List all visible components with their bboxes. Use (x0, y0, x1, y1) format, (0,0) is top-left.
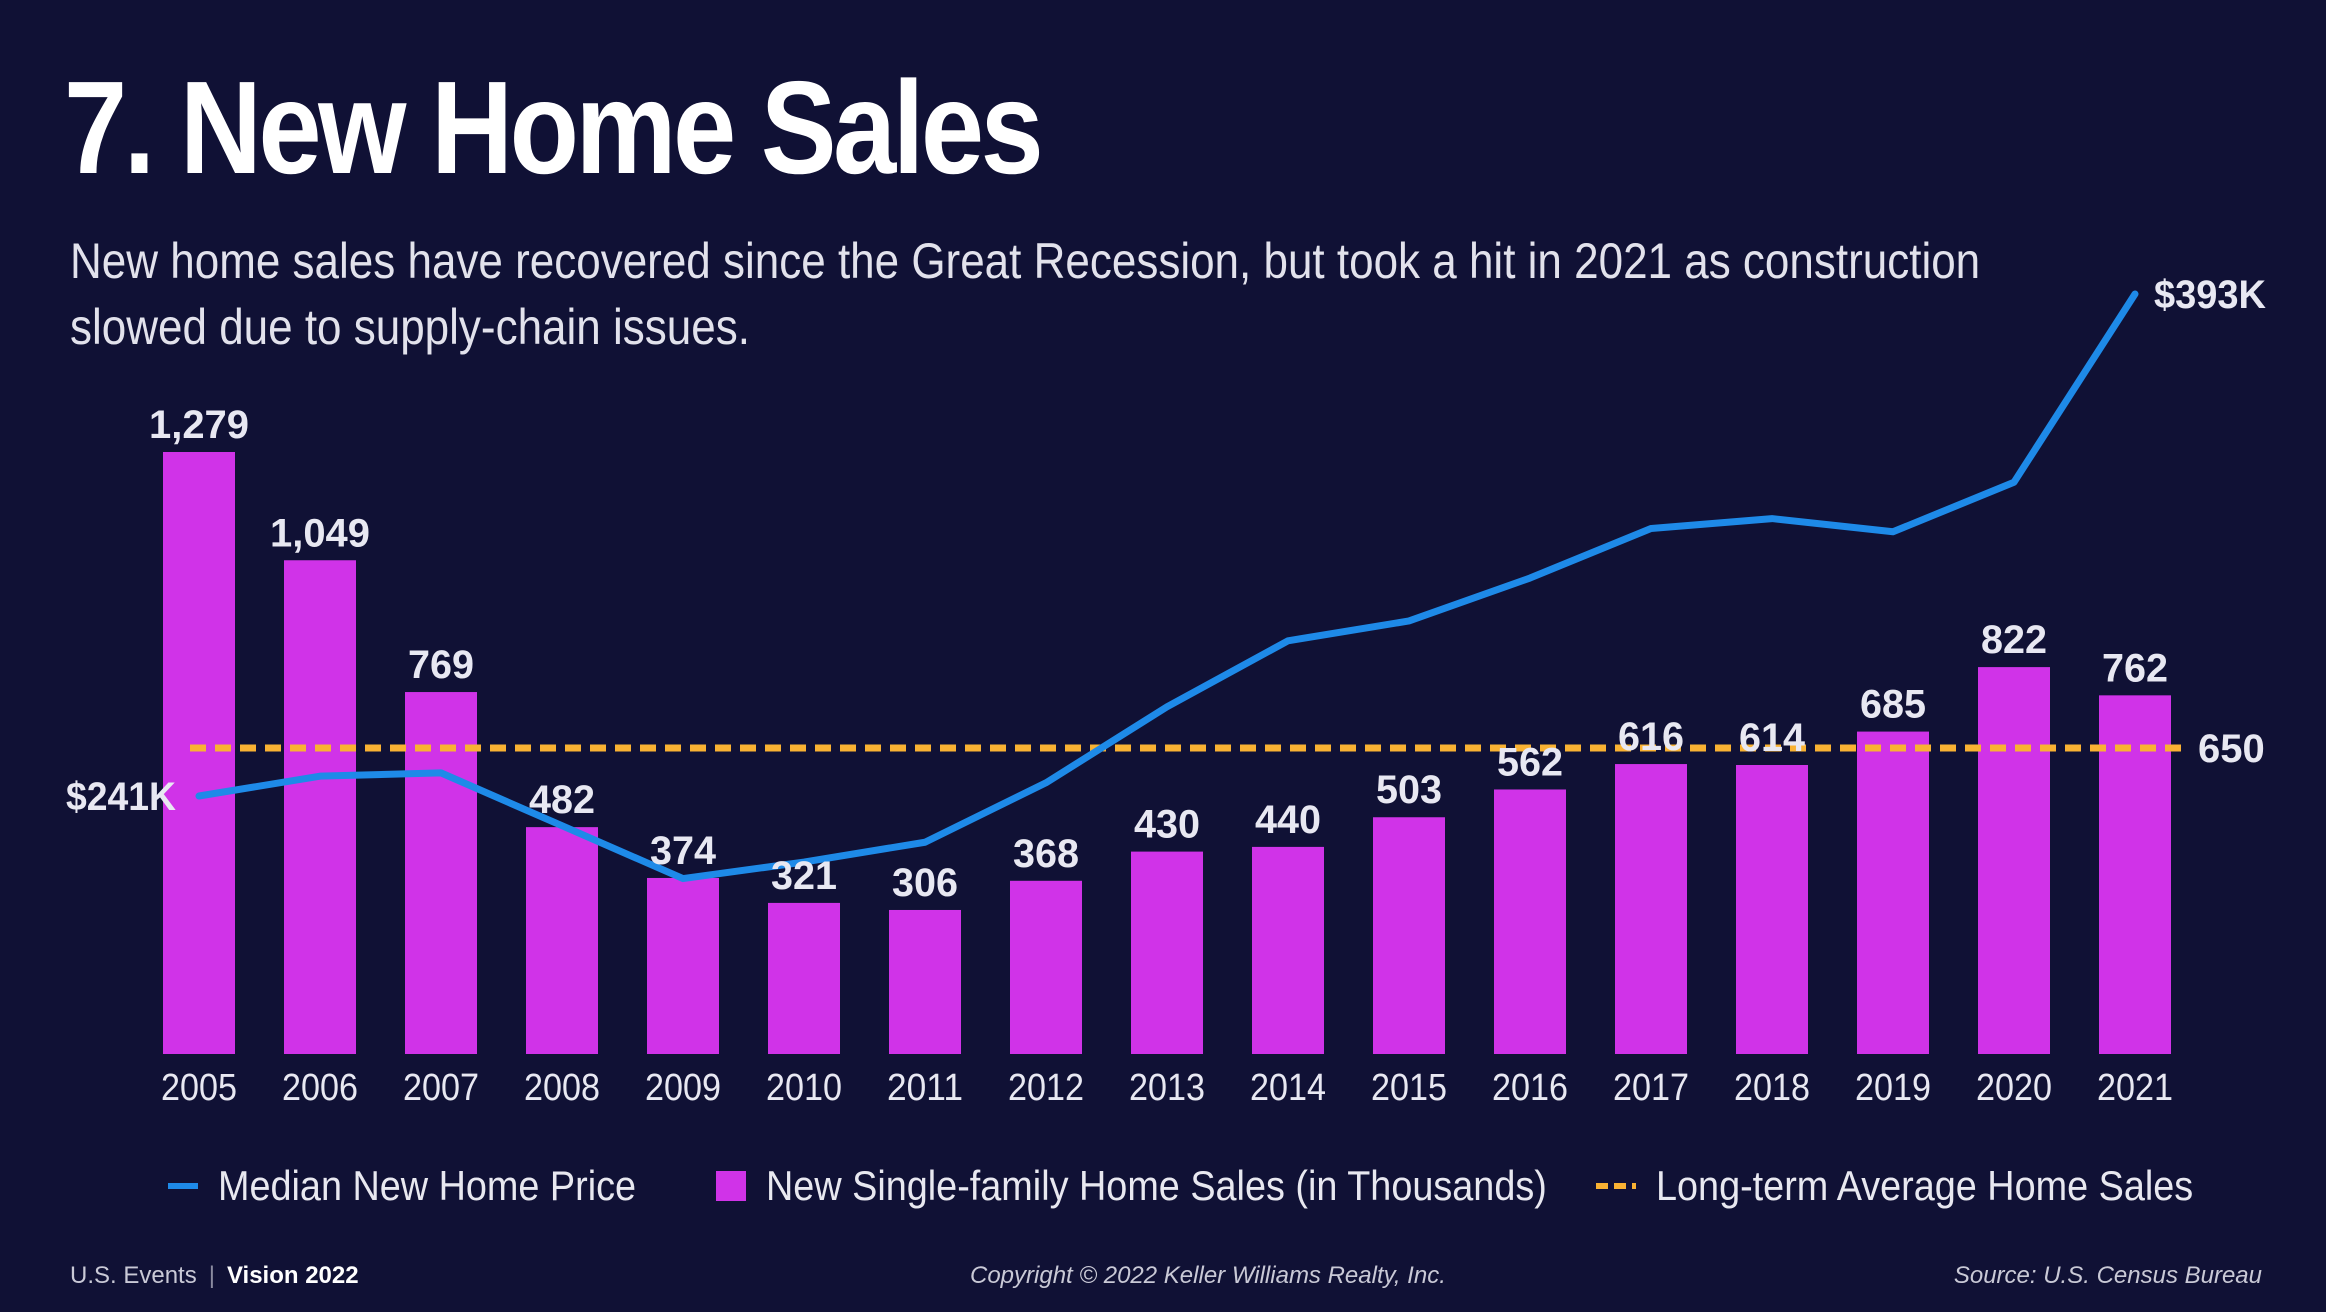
average-reference-label: 650 (2198, 727, 2265, 771)
bar-2012 (1010, 880, 1082, 1054)
bar-2015 (1373, 817, 1445, 1054)
bar-2006 (284, 560, 356, 1054)
footer-copyright: Copyright © 2022 Keller Williams Realty,… (970, 1262, 1446, 1289)
bar-value-label-2015: 503 (1376, 768, 1442, 812)
price-end-label: $393K (2154, 273, 2266, 317)
bar-2020 (1978, 667, 2050, 1054)
bar-value-label-2011: 306 (892, 861, 958, 905)
bar-value-label-2018: 614 (1739, 716, 1806, 760)
bar-2021 (2099, 695, 2171, 1054)
labels-layer: 1,279 2005 1,049 2006 769 2007 482 2008 374 2009 3… (66, 273, 2266, 1109)
bar-value-label-2007: 769 (408, 643, 474, 687)
bar-value-label-2019: 685 (1860, 683, 1926, 727)
median-price-line (195, 290, 2139, 883)
bar-value-label-2009: 374 (650, 829, 717, 873)
chart-legend: Median New Home Price New Single-family … (0, 1162, 2326, 1216)
legend-label-price: Median New Home Price (218, 1162, 637, 1209)
footer-org: U.S. Events (70, 1262, 197, 1289)
bar-value-label-2010: 321 (771, 854, 837, 898)
bar-value-label-2016: 562 (1497, 740, 1563, 784)
bar-2007 (405, 692, 477, 1054)
bar-2016 (1494, 789, 1566, 1054)
x-tick-label-2017: 2017 (1613, 1067, 1689, 1109)
bar-value-label-2014: 440 (1255, 798, 1321, 842)
bar-2018 (1736, 765, 1808, 1054)
x-tick-label-2014: 2014 (1250, 1067, 1326, 1109)
legend-dash-swatch (1596, 1183, 1636, 1189)
bar-value-label-2008: 482 (529, 778, 595, 822)
x-tick-label-2013: 2013 (1129, 1067, 1205, 1109)
x-tick-label-2015: 2015 (1371, 1067, 1447, 1109)
bar-value-label-2021: 762 (2102, 646, 2168, 690)
legend-item-sales: New Single-family Home Sales (in Thousan… (716, 1162, 1634, 1210)
x-tick-label-2010: 2010 (766, 1067, 842, 1109)
bar-value-label-2020: 822 (1981, 618, 2047, 662)
legend-bar-swatch (716, 1171, 746, 1201)
bar-2011 (889, 909, 961, 1054)
x-tick-label-2016: 2016 (1492, 1067, 1568, 1109)
footer-event: U.S. Events | Vision 2022 (70, 1262, 359, 1290)
bar-value-label-2006: 1,049 (270, 511, 370, 555)
x-tick-label-2012: 2012 (1008, 1067, 1084, 1109)
price-line-layer (195, 290, 2139, 883)
x-tick-label-2005: 2005 (161, 1067, 237, 1109)
bar-2013 (1131, 851, 1203, 1054)
x-tick-label-2007: 2007 (403, 1067, 479, 1109)
legend-line-swatch (168, 1183, 198, 1189)
page-subtitle: New home sales have recovered since the … (70, 233, 1981, 355)
footer-event-name: Vision 2022 (226, 1262, 359, 1289)
page-title: 7. New Home Sales (64, 54, 1044, 201)
x-tick-label-2018: 2018 (1734, 1067, 1810, 1109)
bar-2019 (1857, 731, 1929, 1054)
price-start-label: $241K (66, 775, 176, 819)
bar-2014 (1252, 846, 1324, 1054)
bar-value-label-2005: 1,279 (149, 403, 249, 447)
bar-2017 (1615, 764, 1687, 1054)
bar-value-label-2017: 616 (1618, 715, 1684, 759)
x-tick-label-2006: 2006 (282, 1067, 358, 1109)
x-tick-label-2008: 2008 (524, 1067, 600, 1109)
x-tick-label-2020: 2020 (1976, 1067, 2052, 1109)
legend-label-sales: New Single-family Home Sales (in Thousan… (766, 1162, 1547, 1209)
bar-2008 (526, 827, 598, 1054)
bar-2005 (163, 452, 235, 1054)
legend-item-price: Median New Home Price (168, 1162, 683, 1210)
bar-2009 (647, 877, 719, 1054)
x-tick-label-2019: 2019 (1855, 1067, 1931, 1109)
legend-label-average: Long-term Average Home Sales (1656, 1162, 2194, 1209)
x-tick-label-2011: 2011 (887, 1067, 963, 1109)
bar-2010 (768, 902, 840, 1054)
bars-layer (163, 452, 2171, 1054)
footer-source: Source: U.S. Census Bureau (1953, 1262, 2262, 1289)
bar-value-label-2013: 430 (1134, 803, 1200, 847)
x-tick-label-2021: 2021 (2097, 1067, 2173, 1109)
footer-separator: | (208, 1262, 215, 1289)
x-tick-label-2009: 2009 (645, 1067, 721, 1109)
legend-item-average: Long-term Average Home Sales (1596, 1162, 2253, 1210)
bar-value-label-2012: 368 (1013, 832, 1079, 876)
